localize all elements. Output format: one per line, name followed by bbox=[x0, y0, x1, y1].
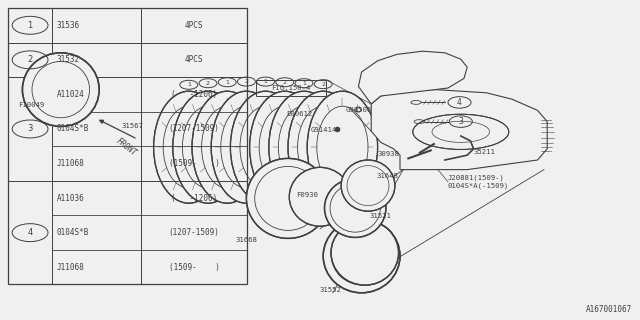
Text: G91414: G91414 bbox=[310, 127, 337, 133]
Text: J11068: J11068 bbox=[57, 159, 84, 168]
Text: 31567: 31567 bbox=[122, 124, 143, 129]
Text: F10049: F10049 bbox=[18, 102, 44, 108]
Ellipse shape bbox=[288, 91, 358, 203]
Ellipse shape bbox=[250, 91, 320, 203]
Ellipse shape bbox=[22, 53, 99, 126]
Text: 31552: 31552 bbox=[320, 287, 342, 292]
Text: 2: 2 bbox=[283, 80, 287, 85]
Text: 1: 1 bbox=[264, 79, 268, 84]
Text: FIG.150-4: FIG.150-4 bbox=[271, 85, 311, 91]
Text: 35211: 35211 bbox=[474, 149, 495, 155]
Ellipse shape bbox=[324, 179, 386, 237]
Text: 1: 1 bbox=[225, 80, 229, 85]
Text: 4: 4 bbox=[28, 228, 33, 237]
Ellipse shape bbox=[269, 91, 339, 203]
Text: (1509-    ): (1509- ) bbox=[169, 263, 220, 272]
Text: J11068: J11068 bbox=[57, 263, 84, 272]
Text: 31521: 31521 bbox=[370, 213, 392, 219]
Text: 1: 1 bbox=[28, 21, 33, 30]
Text: 31648: 31648 bbox=[376, 173, 398, 179]
Bar bbox=[8, 8, 247, 284]
Text: 4PCS: 4PCS bbox=[185, 21, 204, 30]
Text: 2: 2 bbox=[244, 79, 248, 84]
Text: (1207-1509): (1207-1509) bbox=[169, 228, 220, 237]
Text: J20881(1509-): J20881(1509-) bbox=[448, 174, 505, 181]
Text: (1207-1509): (1207-1509) bbox=[169, 124, 220, 133]
Ellipse shape bbox=[211, 91, 282, 203]
Text: 2: 2 bbox=[28, 55, 33, 64]
Ellipse shape bbox=[413, 114, 509, 149]
Ellipse shape bbox=[246, 158, 330, 238]
Ellipse shape bbox=[230, 91, 301, 203]
Polygon shape bbox=[371, 90, 547, 170]
Text: 0104S*A(-1509): 0104S*A(-1509) bbox=[448, 182, 509, 189]
Text: G90506: G90506 bbox=[346, 108, 372, 113]
Text: FRONT: FRONT bbox=[114, 137, 138, 158]
Text: (   -1206): ( -1206) bbox=[171, 90, 218, 99]
Text: 31536: 31536 bbox=[57, 21, 80, 30]
Text: F0930: F0930 bbox=[296, 192, 317, 198]
Text: 1: 1 bbox=[187, 82, 191, 87]
Ellipse shape bbox=[307, 91, 378, 203]
Text: 2: 2 bbox=[206, 81, 210, 86]
Text: 4PCS: 4PCS bbox=[185, 55, 204, 64]
Text: 2: 2 bbox=[321, 82, 325, 87]
Text: A167001067: A167001067 bbox=[586, 305, 632, 314]
Text: A11036: A11036 bbox=[57, 194, 84, 203]
Ellipse shape bbox=[341, 160, 395, 211]
Ellipse shape bbox=[192, 91, 262, 203]
Ellipse shape bbox=[173, 91, 243, 203]
Ellipse shape bbox=[331, 220, 399, 285]
Text: (1509-    ): (1509- ) bbox=[169, 159, 220, 168]
Text: 3: 3 bbox=[28, 124, 33, 133]
Ellipse shape bbox=[154, 91, 224, 203]
Text: (   -1206): ( -1206) bbox=[171, 194, 218, 203]
Text: 1: 1 bbox=[302, 81, 306, 86]
Text: 0104S*B: 0104S*B bbox=[57, 228, 90, 237]
Text: A11024: A11024 bbox=[57, 90, 84, 99]
Ellipse shape bbox=[323, 219, 400, 293]
Text: 31532: 31532 bbox=[57, 55, 80, 64]
Text: 0104S*B: 0104S*B bbox=[57, 124, 90, 133]
Text: E00612: E00612 bbox=[286, 111, 312, 117]
Text: 31668: 31668 bbox=[236, 237, 257, 243]
Bar bbox=[256, 80, 326, 96]
Polygon shape bbox=[358, 51, 467, 104]
Ellipse shape bbox=[289, 167, 351, 226]
Text: 3: 3 bbox=[458, 117, 463, 126]
Text: 4: 4 bbox=[457, 98, 462, 107]
Text: 30938: 30938 bbox=[378, 151, 399, 156]
